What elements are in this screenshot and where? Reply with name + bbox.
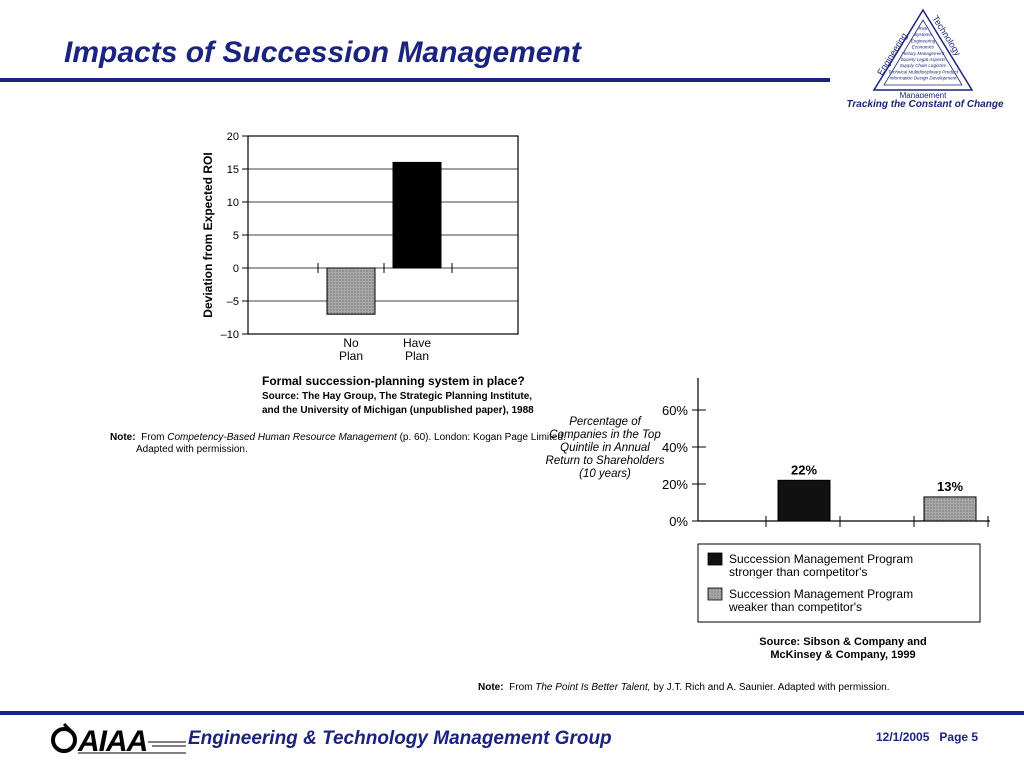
tsr-ytick-label: 20% [662,477,688,492]
right-note-label: Note: [478,682,504,693]
tagline: Tracking the Constant of Change [846,99,1004,110]
tsr-ytick-label: 60% [662,403,688,418]
tsr-legend-box [697,543,981,623]
tsr-bar [923,496,977,522]
right-note-suffix: by J.T. Rich and A. Saunier. Adapted wit… [653,682,890,693]
logo-inner-line: Information Design Development [890,76,958,81]
logo-inner-line: Supply Chain Logistics [900,63,947,68]
tsr-ylabel-line: Percentage of [569,416,642,428]
footer-group-name: Engineering & Technology Management Grou… [188,728,612,749]
tsr-legend-swatch [707,587,723,601]
roi-ytick-label: 20 [227,131,239,143]
tsr-data-label: 22% [791,462,817,477]
roi-ytick-label: 10 [227,197,239,209]
tsr-legend-label: Succession Management Program [729,587,913,601]
roi-category-label: Plan [405,349,429,363]
roi-ytick-label: –10 [221,329,239,341]
logo-inner-line: Systems [914,32,932,37]
left-note-suffix: (p. 60). London: Kogan Page Limited. [399,432,566,443]
roi-xlabel: Formal succession-planning system in pla… [262,374,525,388]
logo-inner-line: Risk [919,26,929,31]
tsr-ytick-label: 40% [662,440,688,455]
footer-page-number: Page 5 [939,730,979,744]
roi-category-label: No [343,336,359,350]
tsr-ylabel-line: Return to Shareholders [546,455,665,467]
tsr-bar [777,479,831,522]
roi-ytick-label: –5 [227,296,239,308]
tsr-ylabel-line: Companies in the Top [549,429,661,441]
left-note-label: Note: [110,432,136,443]
tsr-ylabel-line: (10 years) [579,468,631,480]
tsr-ytick-label: 0% [669,514,688,529]
title-divider [0,78,830,82]
right-note-prefix: From [509,682,533,693]
left-note-line2: Adapted with permission. [136,444,248,455]
right-note-book-title: The Point Is Better Talent, [535,682,651,693]
logo-inner-line: Technical Multidisciplinary Product [888,69,959,74]
tsr-legend-label: Succession Management Program [729,552,913,566]
roi-category-label: Have [403,336,431,350]
footer-divider [0,711,1024,715]
tsr-legend-label: stronger than competitor's [729,565,867,579]
roi-ytick-label: 15 [227,164,239,176]
tsr-source: Source: Sibson & Company and [759,636,926,648]
roi-source: Source: The Hay Group, The Strategic Pla… [262,391,532,402]
left-note-prefix: From [141,432,165,443]
logo-inner-line: Economics [912,45,935,50]
right-note: Note: From The Point Is Better Talent, b… [478,682,890,693]
footer-date-page: 12/1/2005 Page 5 [876,730,978,744]
tsr-source: McKinsey & Company, 1999 [770,649,915,661]
aiaa-logo: AIAA [51,722,186,758]
roi-bar [392,161,442,269]
slide-title: Impacts of Succession Management [64,36,581,69]
tsr-ylabel-line: Quintile in Annual [560,442,650,454]
roi-bar [326,267,376,315]
left-note: Note: From Competency-Based Human Resour… [110,432,566,443]
left-note-book-title: Competency-Based Human Resource Manageme… [167,432,397,443]
roi-ytick-label: 5 [233,230,239,242]
roi-source: and the University of Michigan (unpublis… [262,405,534,416]
logo-inner-line: History Management [902,51,945,56]
roi-ylabel: Deviation from Expected ROI [201,152,215,317]
logo-inner-line: Society Legal Aspects [900,57,946,62]
tsr-data-label: 13% [937,479,963,494]
roi-category-label: Plan [339,349,363,363]
footer-date: 12/1/2005 [876,730,930,744]
logo-inner-line: Engineering [911,38,936,43]
tsr-legend-swatch [707,552,723,566]
roi-ytick-label: 0 [233,263,239,275]
etm-triangle-logo: Engineering Technology RiskSystemsEngine… [872,8,974,98]
tsr-legend-label: weaker than competitor's [728,600,862,614]
logo-bottom-word: Management [900,91,947,98]
